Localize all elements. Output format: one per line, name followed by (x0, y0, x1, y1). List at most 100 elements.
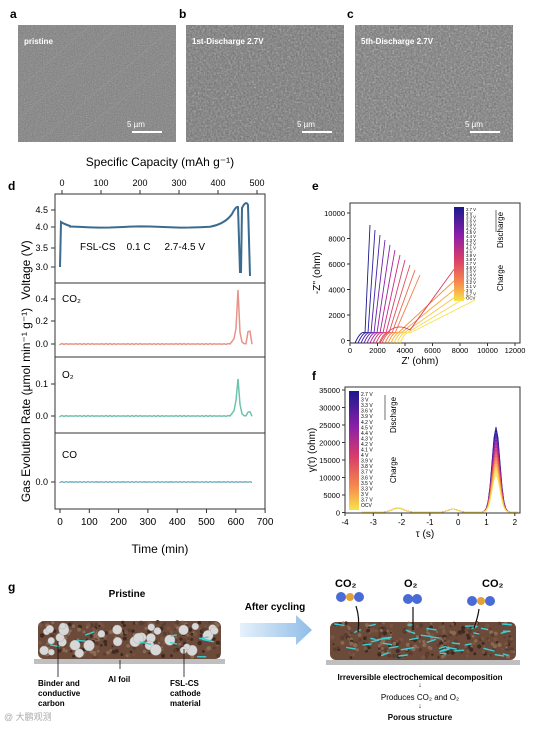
e-legend-item: 4.2 V (466, 226, 476, 231)
panel-f: f γ(τ) (ohm) τ (s) 350003000025000200001… (307, 369, 521, 540)
e-legend-item: 4.1 V (466, 246, 476, 251)
panel-b-letter: b (179, 7, 186, 21)
produces-label: Produces CO₂ and O₂ (381, 693, 459, 702)
e-ytick: 10000 (324, 209, 345, 218)
gas-release-arrows (355, 605, 480, 633)
e-legend-item: 2.7 V (466, 292, 476, 297)
o2-label: O₂ (62, 370, 74, 381)
capacity-ticks: 0 100 200 300 400 500 (59, 178, 265, 194)
nyquist-curve (360, 234, 381, 344)
panel-b-label: 1st-Discharge 2.7V (192, 37, 264, 46)
e-legend-item: 4.2 V (466, 242, 476, 247)
e-legend-item: 3.9 V (466, 222, 476, 227)
f-ytick: 5000 (323, 491, 340, 500)
co2-molecule-left (336, 592, 364, 602)
panel-f-xlabel: τ (s) (416, 529, 434, 540)
y-tick-label: 0.4 (35, 294, 48, 304)
f-legend-item: 4.2 V (361, 442, 373, 448)
co-curve (59, 480, 253, 484)
panel-c-label: 5th-Discharge 2.7V (361, 37, 434, 46)
cycled-particles (329, 621, 516, 660)
co-label: CO (62, 450, 77, 461)
e-ytick: 4000 (328, 286, 345, 295)
y-tick-label: 0.2 (35, 316, 48, 326)
time-tick-label: 700 (257, 517, 274, 528)
f-legend-item: 3.9 V (361, 414, 373, 420)
e-xtick: 10000 (477, 346, 498, 355)
f-legend-item: 4.3 V (361, 436, 373, 442)
after-cycling-label: After cycling (245, 602, 306, 613)
e-legend-item: 3.8 V (466, 257, 476, 262)
e-legend-item: OCV (466, 296, 475, 301)
e-legend-item: 4.3 V (466, 238, 476, 243)
f-ytick: 10000 (319, 474, 340, 483)
time-axis-title: Time (min) (132, 542, 189, 556)
panel-e-colorbar (454, 207, 464, 301)
f-ytick: 35000 (319, 386, 340, 395)
panel-e-discharge: Discharge (496, 211, 505, 248)
o2-curve (59, 378, 253, 418)
co2-molecule-right (467, 596, 495, 606)
panel-f-frame (344, 386, 521, 514)
o2-ticks: 0.1 0.0 (35, 379, 55, 421)
e-legend-item: 2.7 V (466, 207, 476, 212)
panel-b: b 1st-Discharge 2.7V 5 µm (179, 7, 344, 142)
f-legend-item: 4.4 V (361, 431, 373, 437)
e-legend-item: 3.9 V (466, 253, 476, 258)
f-legend-item: 3.6 V (361, 475, 373, 481)
al-foil-label: Al foil (108, 675, 130, 684)
time-tick-label: 500 (198, 517, 215, 528)
co2-right-label: CO₂ (482, 578, 504, 590)
voltage-ticks: 4.5 4.0 3.5 3.0 (35, 205, 55, 272)
f-legend-item: 3.6 V (361, 409, 373, 415)
time-ticks: 0 100 200 300 400 500 600 700 (57, 509, 274, 528)
decomposition-label: Irreversible electrochemical decompositi… (338, 673, 503, 682)
nyquist-curve (379, 267, 456, 344)
e-ytick: 6000 (328, 260, 345, 269)
voltage-axis-title: Voltage (V) (19, 240, 33, 299)
svg-text:↓: ↓ (418, 703, 422, 710)
pristine-particles (38, 620, 221, 659)
y-tick-label: 0.0 (35, 477, 48, 487)
f-legend-item: 2.7 V (361, 392, 373, 398)
cell-annotation: FSL-CS 0.1 C 2.7-4.5 V (80, 242, 205, 253)
capacity-tick-label: 200 (132, 178, 147, 188)
f-legend-item: 4.2 V (361, 420, 373, 426)
panel-f-ylabel: γ(τ) (ohm) (307, 428, 318, 473)
panel-a-letter: a (10, 7, 17, 21)
e-xtick: 8000 (452, 346, 469, 355)
panel-c: c 5th-Discharge 2.7V 5 µm (347, 7, 513, 142)
panel-a-label: pristine (24, 37, 53, 46)
e-legend-item: 3 V (466, 211, 473, 216)
panel-c-scale: 5 µm (465, 120, 483, 129)
e-ytick: 2000 (328, 311, 345, 320)
capacity-tick-label: 100 (93, 178, 108, 188)
f-legend-item: 3.3 V (361, 403, 373, 409)
panel-a: a pristine 5 µm (10, 7, 177, 143)
cycling-arrow (240, 615, 312, 645)
e-legend-item: 3 V (466, 288, 473, 293)
f-legend-item: OCV (361, 503, 373, 509)
panel-d: d Specific Capacity (mAh g⁻¹) 0 100 200 300… (8, 155, 274, 556)
e-ytick: 8000 (328, 235, 345, 244)
capacity-axis-title: Specific Capacity (mAh g⁻¹) (86, 155, 234, 169)
e-legend-item: 4.4 V (466, 234, 476, 239)
y-tick-label: 0.0 (35, 339, 48, 349)
f-legend-item: 3.7 V (361, 497, 373, 503)
panel-e-frame (349, 202, 521, 344)
y-tick-label: 0.1 (35, 379, 48, 389)
binder-label: Binder and conductive carbon (38, 679, 81, 708)
f-xtick: 1 (484, 518, 489, 527)
f-xtick: -1 (426, 518, 434, 527)
panel-a-scale: 5 µm (127, 120, 145, 129)
f-ytick: 30000 (319, 404, 340, 413)
co-ticks: 0.0 (35, 477, 55, 487)
voltage-curve (59, 202, 251, 277)
o2-label-g: O₂ (404, 578, 418, 590)
pristine-title: Pristine (109, 589, 146, 600)
time-tick-label: 100 (81, 517, 98, 528)
panel-f-legend: 2.7 V3 V3.3 V3.6 V3.9 V4.2 V4.5 V4.4 V4.… (361, 392, 373, 509)
e-xtick: 12000 (505, 346, 526, 355)
watermark: @ 大鹏观测 (4, 711, 52, 722)
f-ytick: 20000 (319, 439, 340, 448)
